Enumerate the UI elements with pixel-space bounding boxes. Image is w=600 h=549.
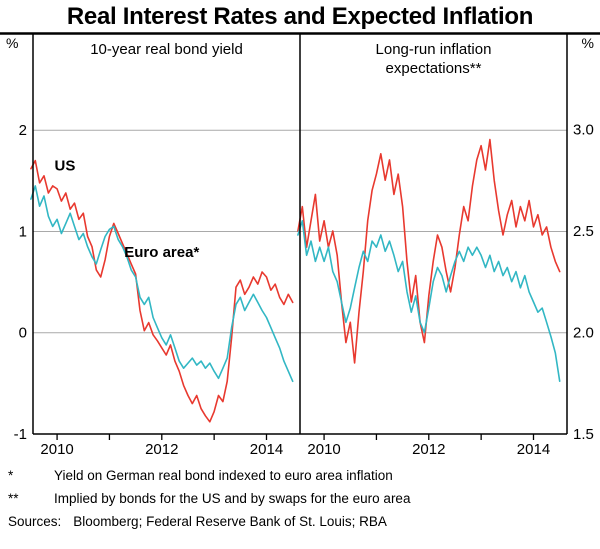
- y-tick-label: 2: [19, 122, 27, 139]
- sources-label: Sources:: [8, 513, 62, 529]
- x-tick-label: 2012: [145, 441, 178, 457]
- sources-row: Sources: Bloomberg; Federal Reserve Bank…: [8, 511, 592, 534]
- footnote-row: ** Implied by bonds for the US and by sw…: [8, 488, 592, 511]
- figure-title: Real Interest Rates and Expected Inflati…: [66, 3, 534, 30]
- figure: Real Interest Rates and Expected Inflati…: [0, 5, 600, 534]
- series-label-euro: Euro area*: [124, 244, 199, 261]
- series-line-us: [30, 159, 294, 423]
- x-tick-label: 2010: [40, 441, 73, 457]
- chart-canvas: 2010 2012 2014 -1 0 1 2% 10-year real bond yiel…: [0, 32, 600, 457]
- x-tick-label: 2012: [412, 441, 445, 457]
- y-axis-unit: %: [582, 35, 594, 51]
- y-tick-label: 0: [19, 325, 27, 342]
- y-tick-label: 2.5: [573, 223, 594, 240]
- panel-title: 10-year real bond yield: [90, 41, 243, 58]
- footnote-row: * Yield on German real bond indexed to e…: [8, 465, 592, 488]
- footnote-text: Implied by bonds for the US and by swaps…: [54, 490, 411, 506]
- series-line-euro: [297, 220, 561, 383]
- sources-text: Bloomberg; Federal Reserve Bank of St. L…: [73, 513, 387, 529]
- y-tick-label: -1: [14, 426, 27, 443]
- series-line-us: [297, 138, 561, 364]
- series-line-euro: [30, 185, 294, 383]
- footnote-marker: *: [8, 468, 14, 483]
- x-tick-label: 2014: [517, 441, 550, 457]
- x-tick-label: 2010: [307, 441, 340, 457]
- footnotes: * Yield on German real bond indexed to e…: [0, 457, 600, 534]
- y-tick-label: 1.5: [573, 426, 594, 443]
- y-tick-label: 3.0: [573, 121, 594, 138]
- y-axis-unit: %: [6, 35, 18, 51]
- series-label-us: US: [55, 158, 76, 175]
- footnote-marker: **: [8, 490, 19, 506]
- x-tick-label: 2014: [250, 441, 283, 457]
- panel-title: Long-run inflation: [376, 41, 492, 58]
- footnote-text: Yield on German real bond indexed to eur…: [54, 468, 393, 483]
- y-tick-label: 1: [19, 223, 27, 240]
- y-tick-label: 2.0: [573, 324, 594, 341]
- panel-title: expectations**: [386, 60, 482, 77]
